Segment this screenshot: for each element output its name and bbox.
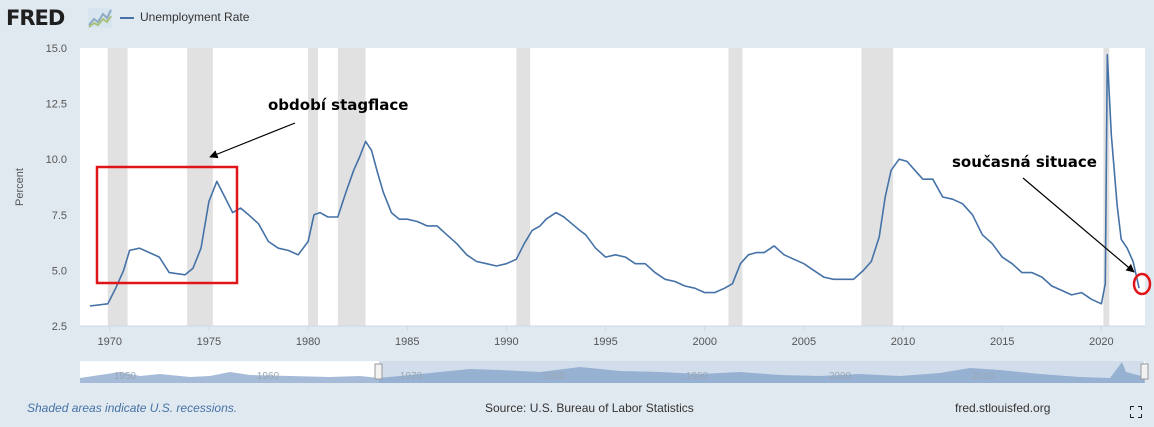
- y-tick-label: 15.0: [46, 43, 67, 55]
- navigator-tick-label: 1950: [114, 371, 137, 382]
- x-tick-label: 2000: [692, 336, 716, 348]
- navigator-tick-label: 1980: [543, 371, 566, 382]
- x-tick-label: 1975: [197, 336, 221, 348]
- site-link[interactable]: fred.stlouisfed.org: [955, 401, 1051, 415]
- x-axis-ticks: 1970 1975 1980 1985 1990 1995 2000 2005 2010 2015…: [98, 326, 1114, 348]
- y-axis-label: Percent: [14, 168, 26, 206]
- y-tick-label: 5.0: [52, 265, 67, 277]
- y-tick-label: 12.5: [46, 99, 67, 111]
- navigator-tick-label: 2010: [972, 371, 995, 382]
- x-tick-label: 1970: [98, 336, 122, 348]
- x-tick-label: 2015: [990, 336, 1014, 348]
- chart-header: FRED Unemployment Rate: [0, 0, 1154, 38]
- recession-band: [337, 48, 366, 326]
- current-value-circle: [1132, 272, 1152, 296]
- recession-band: [861, 48, 894, 326]
- x-tick-label: 1980: [296, 336, 320, 348]
- stagflation-annotation: období stagflace: [268, 96, 408, 114]
- x-tick-label: 1995: [593, 336, 617, 348]
- recession-band: [516, 48, 531, 326]
- source-note: Source: U.S. Bureau of Labor Statistics: [485, 401, 694, 415]
- recession-band: [187, 48, 213, 326]
- navigator-handle-right[interactable]: [1140, 363, 1149, 380]
- plot-area: [80, 48, 1145, 326]
- navigator-tick-label: 1960: [257, 371, 280, 382]
- recession-band: [728, 48, 743, 326]
- line-graph-icon: [88, 8, 112, 28]
- stagflation-highlight-box: [95, 165, 239, 285]
- navigator-series-area: [80, 362, 1145, 383]
- navigator-handle-left[interactable]: [374, 363, 383, 380]
- y-tick-label: 10.0: [46, 154, 67, 166]
- navigator-tick-label: 1970: [400, 371, 423, 382]
- y-tick-label: 7.5: [52, 210, 67, 222]
- x-tick-label: 2005: [792, 336, 816, 348]
- stagflation-arrow: [209, 122, 296, 159]
- y-axis-ticks: 2.5 5.0 7.5 10.0 12.5 15.0: [46, 43, 67, 333]
- series-line-unemployment-rate[interactable]: [89, 53, 1140, 307]
- legend-label: Unemployment Rate: [140, 10, 250, 24]
- current-situation-arrow: [1022, 177, 1135, 273]
- recessions-note: Shaded areas indicate U.S. recessions.: [27, 401, 238, 415]
- y-tick-label: 2.5: [52, 321, 67, 333]
- navigator-tick-label: 2000: [829, 371, 852, 382]
- navigator-ticks: 1950 1960 1970 1980 1990 2000 2010: [114, 371, 995, 382]
- fullscreen-icon[interactable]: [1130, 406, 1142, 418]
- x-tick-label: 2020: [1089, 336, 1113, 348]
- legend-item[interactable]: Unemployment Rate: [120, 10, 249, 24]
- range-navigator[interactable]: 1950 1960 1970 1980 1990 2000 2010: [80, 361, 1149, 383]
- current-situation-annotation: současná situace: [952, 153, 1097, 171]
- fred-logo[interactable]: FRED: [6, 6, 65, 30]
- legend-swatch: [120, 16, 134, 19]
- navigator-tick-label: 1990: [686, 371, 709, 382]
- x-tick-label: 1990: [494, 336, 518, 348]
- recession-band: [107, 48, 128, 326]
- x-tick-label: 2010: [891, 336, 915, 348]
- recession-band: [308, 48, 318, 326]
- x-tick-label: 1985: [395, 336, 419, 348]
